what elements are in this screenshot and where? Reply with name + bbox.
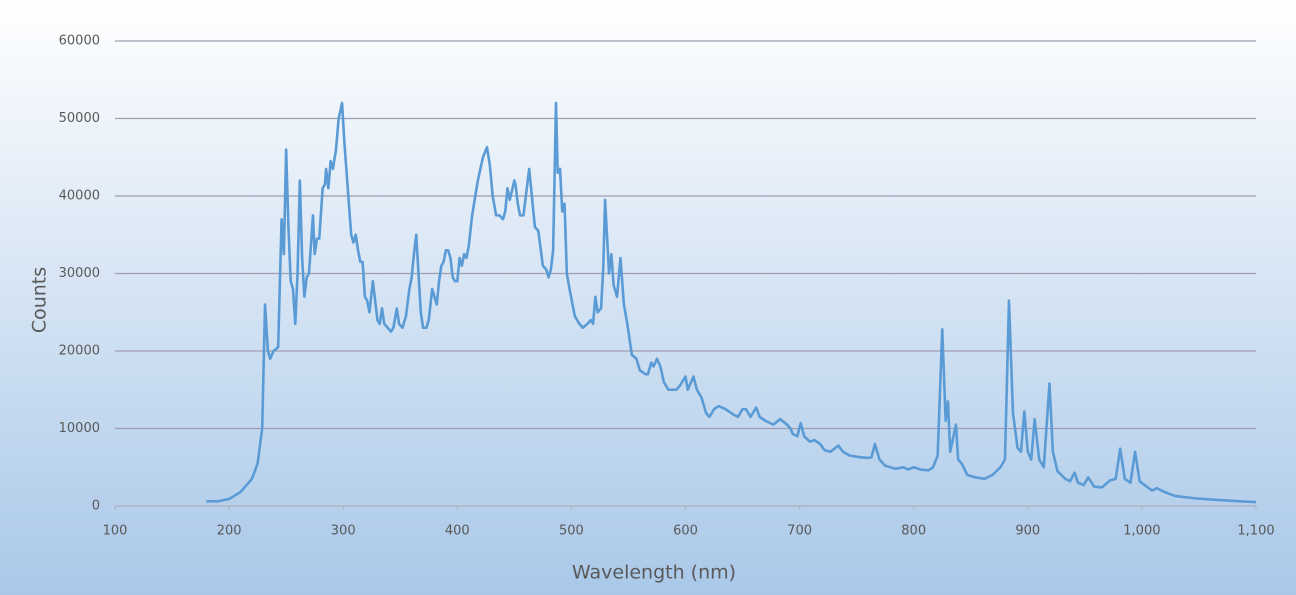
spectrum-line — [206, 101, 1257, 504]
y-tick-label: 10000 — [59, 421, 100, 436]
x-tick-label: 600 — [673, 524, 698, 539]
x-tick-label: 800 — [901, 524, 926, 539]
x-tick-label: 1,100 — [1237, 524, 1274, 539]
y-axis-title: Counts — [29, 267, 51, 333]
y-tick-label: 60000 — [59, 34, 100, 49]
x-tick-label: 300 — [331, 524, 356, 539]
x-tick-label: 900 — [1015, 524, 1040, 539]
x-tick-label: 500 — [559, 524, 584, 539]
x-tick-label: 1,000 — [1123, 524, 1160, 539]
y-tick-label: 50000 — [59, 111, 100, 126]
x-tick-label: 700 — [787, 524, 812, 539]
y-tick-label: 20000 — [59, 344, 100, 359]
y-tick-label: 40000 — [59, 189, 100, 204]
x-tick-label: 200 — [217, 524, 242, 539]
x-tick-label: 100 — [103, 524, 128, 539]
y-tick-label: 0 — [92, 499, 100, 514]
x-tick-label: 400 — [445, 524, 470, 539]
y-tick-label: 30000 — [59, 266, 100, 281]
x-axis-title: Wavelength (nm) — [572, 562, 736, 584]
